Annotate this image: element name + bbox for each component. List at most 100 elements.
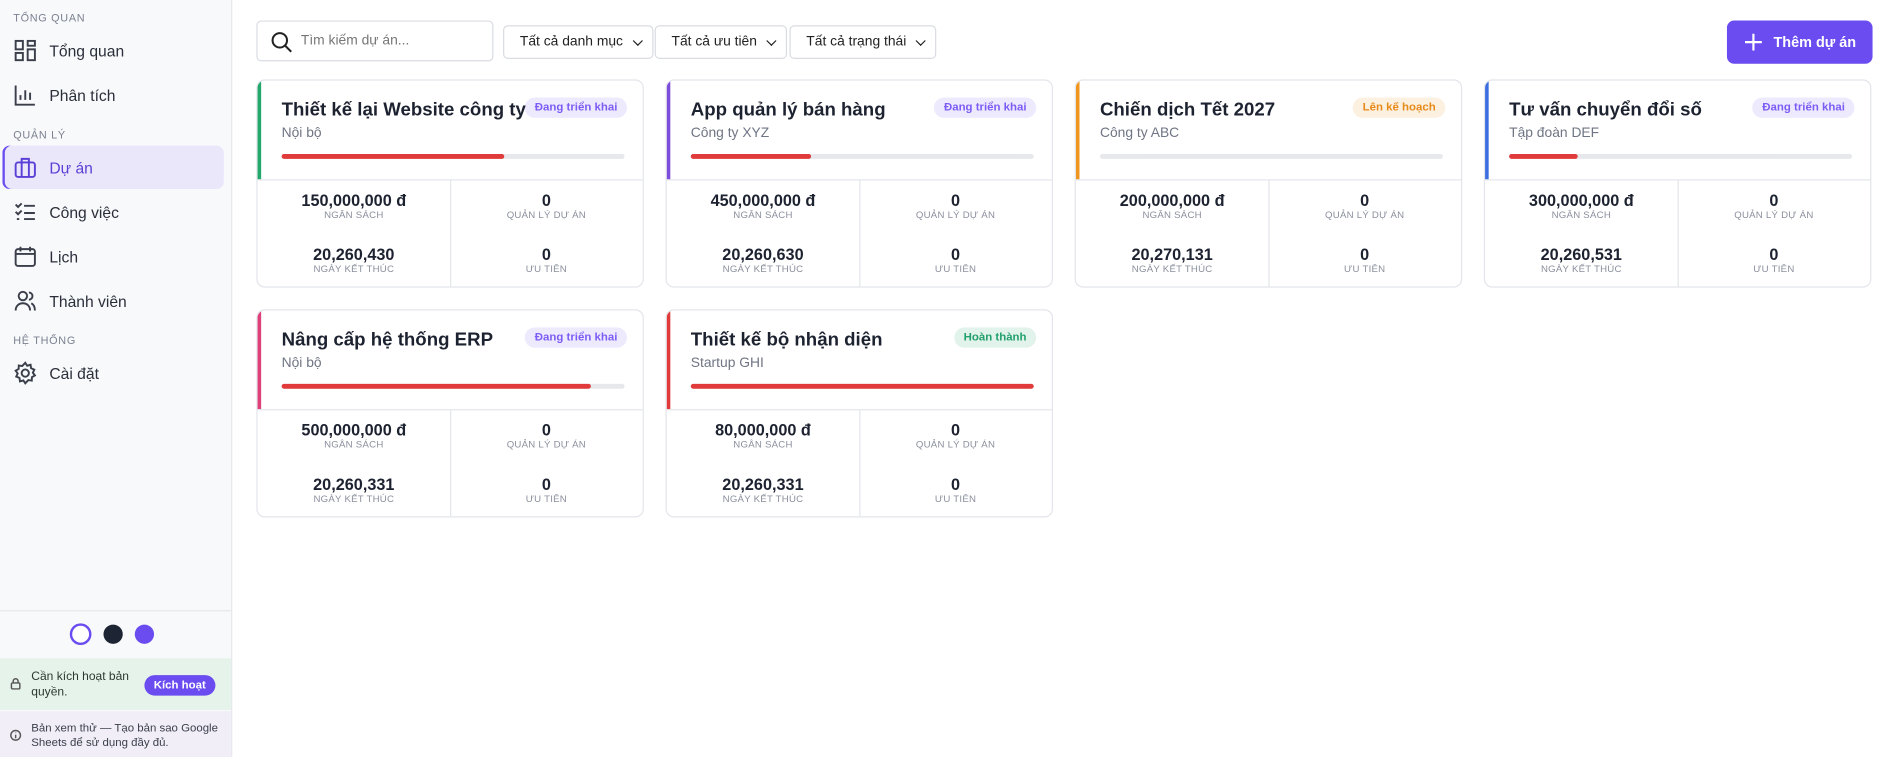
stat: 20,260,430 NGÀY KẾT THÚC [258, 246, 451, 275]
project-card[interactable]: App quản lý bán hàng Công ty XYZ Đang triể… [665, 79, 1054, 288]
stats: 150,000,000 đ NGÂN SÁCH 0 QUẢN LÝ DỰ ÁN 20,2… [257, 179, 643, 287]
stat: 0 QUẢN LÝ DỰ ÁN [450, 191, 643, 220]
stat: 0 QUẢN LÝ DỰ ÁN [859, 421, 1052, 450]
card-accent [666, 80, 671, 180]
nav-icon [14, 85, 35, 106]
stat-value: 0 [950, 191, 961, 210]
stat-label: QUẢN LÝ DỰ ÁN [506, 209, 587, 221]
project-name: Tư vấn chuyển đổi số [1509, 99, 1702, 121]
stat: 20,260,331 NGÀY KẾT THÚC [258, 475, 451, 504]
nav-icon [14, 39, 36, 62]
theme-purple[interactable] [134, 624, 155, 644]
search-input[interactable]: Tìm kiếm dự án... [256, 20, 494, 62]
nav-item[interactable]: Tổng quan [2, 29, 223, 72]
filter-label: Tất cả trạng thái [806, 34, 907, 50]
stat-value: 500,000,000 đ [301, 421, 407, 440]
nav-item[interactable]: Dự án [2, 145, 224, 189]
filter-label: Tất cả ưu tiên [671, 34, 757, 50]
filter-category[interactable]: Tất cả danh mục [503, 25, 654, 59]
status-badge: Đang triển khai [525, 327, 627, 348]
theme-dark[interactable] [103, 624, 123, 644]
filter-status[interactable]: Tất cả trạng thái [789, 25, 937, 59]
stat-value: 20,260,531 [1540, 245, 1622, 264]
section-title: QUẢN LÝ [13, 128, 66, 141]
stats: 80,000,000 đ NGÂN SÁCH 0 QUẢN LÝ DỰ ÁN 20,26… [666, 409, 1052, 517]
project-card[interactable]: Chiến dịch Tết 2027 Công ty ABC Lên kế hoạ… [1074, 79, 1463, 288]
stat: 20,260,331 NGÀY KẾT THÚC [667, 475, 860, 504]
stat-label: QUẢN LÝ DỰ ÁN [1734, 209, 1814, 221]
stat: 20,270,131 NGÀY KẾT THÚC [1076, 246, 1269, 275]
project-client: Nội bộ [281, 356, 322, 371]
project-name: Thiết kế bộ nhận diện [690, 329, 883, 351]
project-card[interactable]: Thiết kế bộ nhận diện Startup GHI Hoàn thà… [665, 309, 1054, 518]
preview-text: Bản xem thử — Tạo bản sao Google Sheets … [31, 722, 218, 751]
stat-label: ƯU TIÊN [525, 493, 568, 505]
nav-item[interactable]: Phân tích [2, 73, 223, 116]
stat-label: NGÂN SÁCH [324, 439, 384, 451]
stat: 150,000,000 đ NGÂN SÁCH [258, 191, 451, 220]
stat-value: 0 [950, 475, 961, 494]
progress-fill [1509, 154, 1578, 159]
add-project-button[interactable]: Thêm dự án [1726, 20, 1873, 64]
stat: 0 QUẢN LÝ DỰ ÁN [1678, 191, 1871, 220]
stat: 0 QUẢN LÝ DỰ ÁN [450, 421, 643, 450]
stat: 200,000,000 đ NGÂN SÁCH [1076, 191, 1269, 220]
stat-value: 0 [541, 191, 551, 210]
card-accent [666, 310, 671, 410]
progress-track [690, 154, 1034, 159]
filter-priority[interactable]: Tất cả ưu tiên [654, 25, 788, 59]
stat-value: 80,000,000 đ [715, 421, 811, 440]
stats: 200,000,000 đ NGÂN SÁCH 0 QUẢN LÝ DỰ ÁN 20,2… [1075, 179, 1461, 287]
stats: 300,000,000 đ NGÂN SÁCH 0 QUẢN LÝ DỰ ÁN 20,2… [1485, 179, 1871, 287]
progress-fill [281, 383, 591, 389]
stat-label: NGÂN SÁCH [1551, 209, 1612, 221]
stat-value: 0 [541, 475, 551, 494]
nav-item[interactable]: Thành viên [2, 279, 223, 322]
theme-light[interactable] [69, 623, 92, 646]
activate-button[interactable]: Kích hoạt [144, 675, 216, 696]
stat-value: 0 [1769, 191, 1779, 210]
stat-label: NGÀY KẾT THÚC [722, 493, 804, 505]
search-placeholder: Tìm kiếm dự án... [300, 33, 410, 49]
nav-icon [14, 157, 36, 178]
stat-value: 0 [541, 245, 551, 264]
project-name: App quản lý bán hàng [690, 99, 886, 121]
status-badge: Lên kế hoạch [1353, 97, 1446, 118]
nav-icon [14, 290, 36, 311]
status-badge: Đang triển khai [1752, 97, 1855, 118]
project-name: Thiết kế lại Website công ty [281, 99, 526, 121]
stat-value: 20,270,131 [1131, 245, 1213, 264]
project-client: Nội bộ [281, 126, 322, 141]
stats: 450,000,000 đ NGÂN SÁCH 0 QUẢN LÝ DỰ ÁN 20,2… [666, 179, 1052, 287]
stat-value: 20,260,331 [722, 475, 804, 494]
stat: 450,000,000 đ NGÂN SÁCH [667, 191, 860, 220]
stat-value: 20,260,331 [313, 475, 395, 494]
stat-label: NGÂN SÁCH [324, 209, 384, 221]
stat-label: NGÂN SÁCH [1142, 209, 1202, 221]
add-label: Thêm dự án [1773, 33, 1857, 51]
project-card[interactable]: Nâng cấp hệ thống ERP Nội bộ Đang triển kh… [256, 309, 644, 518]
stat: 0 QUẢN LÝ DỰ ÁN [859, 191, 1052, 220]
status-badge: Đang triển khai [525, 97, 627, 118]
stat-value: 150,000,000 đ [301, 191, 407, 210]
nav-item[interactable]: Công việc [2, 190, 223, 233]
stat-label: ƯU TIÊN [1753, 263, 1795, 275]
stat-value: 0 [950, 421, 961, 440]
stat-label: NGÀY KẾT THÚC [1540, 263, 1622, 275]
stat-value: 450,000,000 đ [710, 191, 816, 210]
project-card[interactable]: Thiết kế lại Website công ty Nội bộ Đang t… [256, 79, 644, 288]
stat-label: NGÂN SÁCH [733, 439, 793, 451]
stat-label: NGÂN SÁCH [733, 209, 793, 221]
stat: 0 ƯU TIÊN [1678, 246, 1871, 275]
nav-item[interactable]: Lịch [2, 235, 223, 278]
stat: 0 ƯU TIÊN [450, 475, 643, 504]
stat-value: 20,260,630 [722, 245, 804, 264]
stats: 500,000,000 đ NGÂN SÁCH 0 QUẢN LÝ DỰ ÁN 20,2… [257, 409, 643, 517]
nav-item[interactable]: Cài đặt [2, 351, 223, 394]
stat: 0 ƯU TIÊN [859, 246, 1052, 275]
nav-label: Thành viên [49, 291, 127, 310]
stat-value: 200,000,000 đ [1119, 191, 1225, 210]
project-card[interactable]: Tư vấn chuyển đổi số Tập đoàn DEF Đang tri… [1483, 79, 1872, 288]
